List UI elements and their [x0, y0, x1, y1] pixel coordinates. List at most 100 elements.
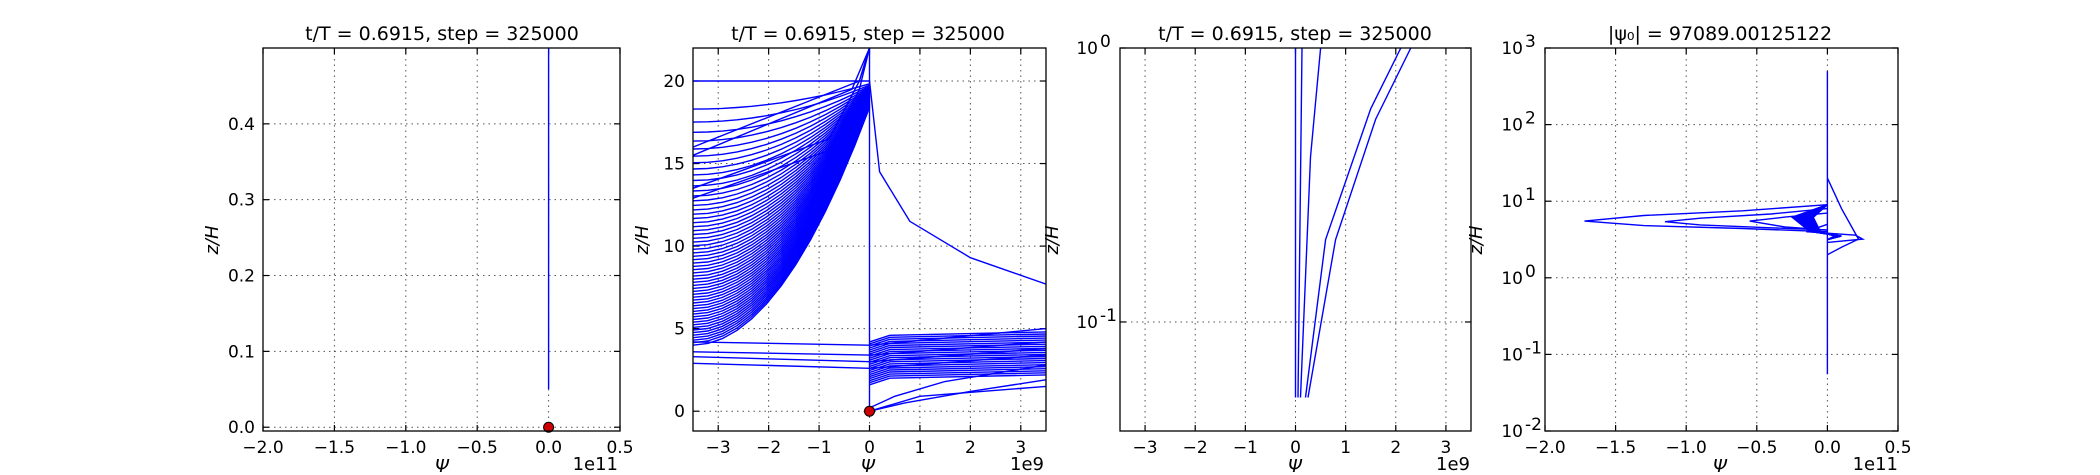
panel-2-fan-line	[869, 337, 1046, 349]
panel-1-xlabel: Ψ	[435, 456, 450, 475]
panel-2-y-tick-label: 10	[663, 237, 685, 257]
panel-4-frame	[1544, 47, 1899, 432]
panel-2-fan-line	[693, 87, 870, 150]
panel-2-fan-line	[693, 87, 870, 157]
panel-4-series-line	[1584, 204, 1828, 233]
panel-2-fan-line	[869, 341, 1046, 353]
panel-1-title: t/T = 0.6915, step = 325000	[305, 23, 579, 45]
panel-2-fan-line	[869, 368, 1046, 380]
panel-3-series-line	[1297, 48, 1303, 398]
panel-2-series-line	[693, 341, 1046, 356]
panel-2-fan-line	[693, 83, 870, 110]
panel-3-y-tick-exponent: 0	[1100, 32, 1111, 52]
panel-3-x-tick-label: 0	[1290, 438, 1301, 458]
panel-2-fan-line	[693, 96, 871, 243]
panel-3-x-tick-label: 3	[1441, 438, 1452, 458]
panel-4-series-line	[1805, 223, 1866, 244]
panel-4-x-tick-label: 0.0	[1814, 438, 1841, 458]
panel-2-series-line	[693, 347, 1046, 363]
panel-1: t/T = 0.6915, step = 325000 Ψ z/H 1e11 −…	[202, 23, 634, 475]
panel-4-y-tick-label: 10	[1501, 192, 1523, 212]
panel-1-x-tick-label: −1.0	[385, 438, 426, 458]
panel-2-fan-line	[693, 92, 871, 197]
panel-1-y-tick-label: 0.2	[228, 267, 255, 287]
panel-4-series-line	[1826, 177, 1860, 256]
panel-2-series-line	[869, 379, 1046, 412]
panel-4-ylabel: z/H	[1466, 225, 1487, 256]
panel-3-x-tick-label: −2	[1183, 438, 1208, 458]
panel-2-fan-line	[693, 89, 870, 176]
panel-2-fan-line	[693, 93, 871, 215]
panel-3-y-tick-label: 10	[1076, 313, 1098, 333]
panel-3-ylabel: z/H	[1042, 225, 1063, 256]
panel-4-y-tick-label: 10	[1501, 269, 1523, 289]
panel-2-fan-line	[869, 361, 1046, 374]
panel-3-series-line	[1307, 48, 1412, 398]
panel-2-fan-line	[693, 95, 871, 228]
panel-3-title: t/T = 0.6915, step = 325000	[1158, 23, 1432, 45]
panel-4-title: |ψ₀| = 97089.00125122	[1608, 23, 1832, 45]
panel-2-fan-line	[869, 374, 1046, 386]
panel-4-x-tick-label: −2.0	[1524, 438, 1565, 458]
panel-3-offset-label: 1e9	[1436, 454, 1470, 475]
panel-3-y-tick-label: 10	[1076, 39, 1098, 59]
panel-4-x-tick-label: −1.0	[1666, 438, 1707, 458]
panel-4-y-tick-exponent: 0	[1525, 262, 1536, 282]
panel-3: t/T = 0.6915, step = 325000 Ψ z/H 1e9 −3…	[1042, 23, 1472, 475]
panel-2-x-tick-label: 1	[915, 438, 926, 458]
panel-4-y-tick-label: 10	[1501, 422, 1523, 442]
panel-4-plot-area	[1584, 71, 1866, 375]
panel-4-series-line	[1749, 212, 1828, 231]
panel-4-y-tick-label: 10	[1501, 345, 1523, 365]
panel-1-y-tick-label: 0.4	[228, 115, 255, 135]
panel-1-x-tick-label: −0.5	[457, 438, 498, 458]
panel-3-series-line	[1304, 48, 1402, 398]
panel-1-y-tick-label: 0.0	[228, 418, 255, 438]
panel-1-y-tick-label: 0.1	[228, 342, 255, 362]
panel-2-fan-line	[693, 95, 871, 232]
panel-2-ylabel: z/H	[632, 225, 653, 256]
panel-2-frame	[692, 47, 1047, 432]
panel-2-y-tick-label: 20	[663, 72, 685, 92]
panel-3-frame	[1119, 47, 1472, 432]
panel-1-x-tick-label: −2.0	[242, 438, 283, 458]
panel-2-offset-label: 1e9	[1010, 454, 1044, 475]
panel-2-x-tick-label: −3	[706, 438, 731, 458]
panel-2-fan-line	[693, 89, 870, 170]
panel-2-series-line	[693, 327, 1046, 346]
panel-2-fan-line	[693, 96, 871, 236]
panel-3-x-tick-label: 2	[1390, 438, 1401, 458]
panel-2-x-tick-label: 0	[864, 438, 875, 458]
panel-4-x-tick-label: 0.5	[1884, 438, 1911, 458]
panel-1-marker	[543, 421, 555, 433]
panel-2-fan-line	[869, 364, 1046, 376]
panel-2-series-line	[693, 48, 871, 189]
panel-2-xlabel: Ψ	[861, 456, 876, 475]
panel-4-offset-label: 1e11	[1853, 454, 1898, 475]
panel-4: |ψ₀| = 97089.00125122 Ψ z/H 1e11 −2.0 −1.…	[1466, 23, 1912, 475]
panel-4-y-tick-exponent: -2	[1525, 415, 1542, 435]
panel-1-x-tick-label: −1.5	[314, 438, 355, 458]
panel-2-fan-line	[693, 92, 871, 202]
panel-3-y-tick-exponent: -1	[1100, 306, 1117, 326]
panel-2-fan-line	[693, 84, 870, 123]
panel-4-series-line	[1664, 207, 1828, 231]
panel-2-series-line	[869, 364, 1046, 409]
panel-4-y-tick-exponent: 1	[1525, 185, 1536, 205]
panel-4-y-tick-exponent: -1	[1525, 338, 1542, 358]
panel-3-xlabel: Ψ	[1288, 456, 1303, 475]
panel-2-series-line	[693, 48, 871, 199]
panel-2-marker	[864, 405, 875, 417]
panel-2-fan-line	[693, 94, 871, 224]
panel-2-fan-line	[869, 333, 1046, 345]
panel-2-fan-line	[693, 88, 870, 164]
panel-3-plot-area	[1294, 48, 1412, 398]
panel-4-y-tick-label: 10	[1501, 39, 1523, 59]
panel-2-series-line	[693, 354, 1046, 370]
panel-2-fan-line	[869, 370, 1046, 382]
panel-4-y-tick-exponent: 2	[1525, 109, 1536, 129]
panel-2-series-line	[868, 80, 1046, 285]
panel-4-y-tick-label: 10	[1501, 116, 1523, 136]
panel-4-x-tick-label: −0.5	[1736, 438, 1777, 458]
